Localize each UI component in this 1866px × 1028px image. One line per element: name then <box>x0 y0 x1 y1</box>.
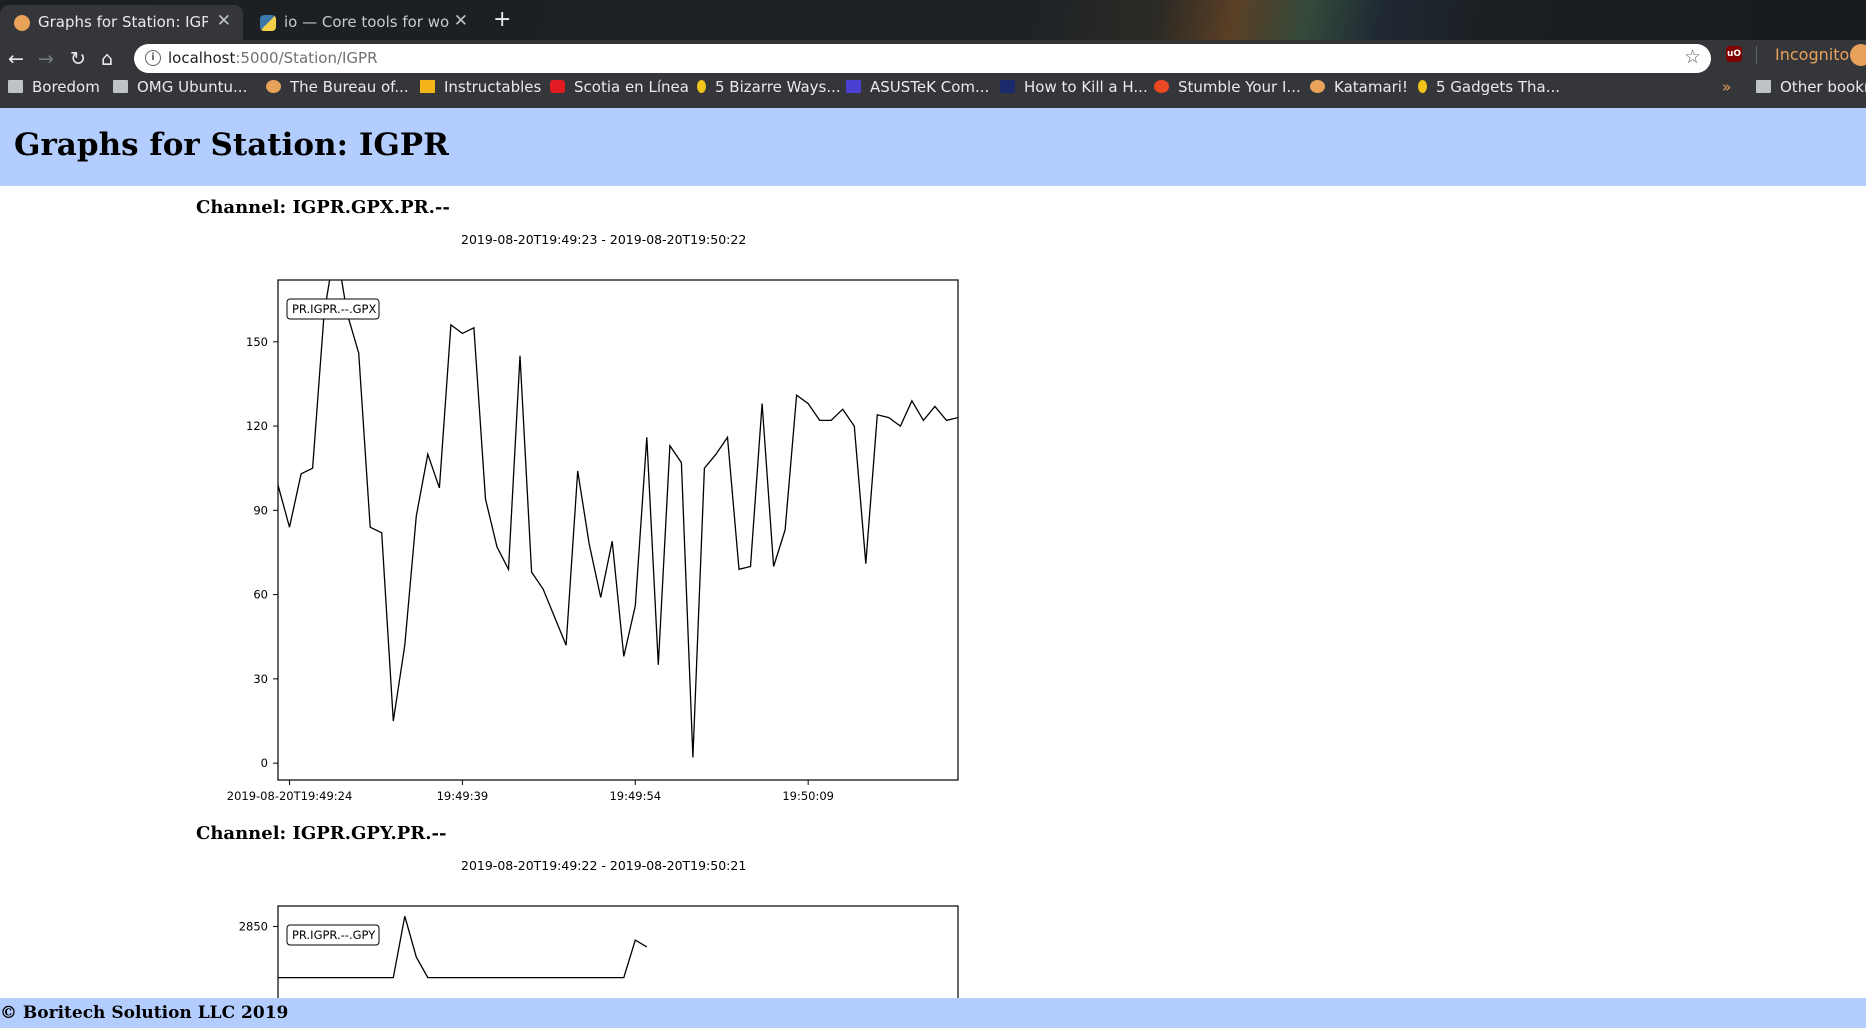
series-group <box>278 916 648 979</box>
page-footer: © Boritech Solution LLC 2019 <box>0 998 1866 1028</box>
cracked-icon <box>697 80 706 93</box>
bookmark-bureau[interactable]: The Bureau of... <box>266 78 409 96</box>
folder-icon <box>8 80 23 93</box>
channel-time-range: 2019-08-20T19:49:22 - 2019-08-20T19:50:2… <box>461 858 747 873</box>
reload-icon[interactable]: ↻ <box>70 48 86 70</box>
url-text[interactable]: localhost:5000/Station/IGPR <box>168 49 378 67</box>
series-line <box>278 916 648 979</box>
bookmark-stumble[interactable]: Stumble Your I... <box>1154 78 1301 96</box>
seismogram-plot-gpx: 0 30 60 90 120 150 2019-08-20T19:49:24 19:49:39… <box>227 279 959 803</box>
legend-box <box>286 924 380 946</box>
close-icon[interactable]: ✕ <box>216 11 231 31</box>
bookmark-instructables[interactable]: Instructables <box>420 78 541 96</box>
robot-icon <box>420 80 435 93</box>
y-tick-label: 30 <box>253 672 268 686</box>
channel-heading: Channel: IGPR.GPX.PR.-- <box>196 197 450 218</box>
y-tick-label: 0 <box>261 756 268 770</box>
copyright-text: © Boritech Solution LLC 2019 <box>0 1003 289 1023</box>
channel-time-range: 2019-08-20T19:49:23 - 2019-08-20T19:50:2… <box>461 232 747 247</box>
back-icon[interactable]: ← <box>8 48 24 70</box>
x-tick-label: 19:50:09 <box>782 789 834 803</box>
page-title: Graphs for Station: IGPR <box>14 127 449 163</box>
legend-box <box>286 298 380 320</box>
y-tick-label: 60 <box>253 588 268 602</box>
ublock-extension-icon[interactable]: uO <box>1726 46 1742 62</box>
bookmark-star-icon[interactable]: ☆ <box>1683 46 1701 68</box>
stumbleupon-icon <box>1154 80 1169 93</box>
bookmarks-bar: Boredom OMG Ubuntu... The Bureau of... I… <box>0 73 1866 104</box>
y-tick-label: 150 <box>246 335 268 349</box>
home-icon[interactable]: ⌂ <box>101 48 114 70</box>
bookmark-gadgets[interactable]: 5 Gadgets Tha... <box>1418 78 1560 96</box>
bookmark-boredom[interactable]: Boredom <box>8 78 100 96</box>
tab-io-core-tools[interactable]: io — Core tools for workin ✕ <box>246 5 480 40</box>
x-tick-label: 2019-08-20T19:49:24 <box>227 789 353 803</box>
legend-label: PR.IGPR.--.GPY <box>292 928 376 942</box>
new-tab-icon[interactable]: + <box>493 7 512 32</box>
bookmark-how-to-kill[interactable]: How to Kill a H... <box>1000 78 1148 96</box>
bookmark-omg-ubuntu[interactable]: OMG Ubuntu... <box>113 78 247 96</box>
incognito-label[interactable]: Incognito <box>1775 45 1850 64</box>
plot-frame <box>277 279 959 781</box>
globe-icon <box>1310 80 1325 93</box>
seismogram-plot-gpy: 2850 PR.IGPR.--.GPY <box>239 905 959 998</box>
scotia-icon <box>550 80 565 93</box>
series-group <box>278 280 958 758</box>
page-header: Graphs for Station: IGPR <box>0 108 1866 186</box>
folder-icon <box>1756 80 1771 93</box>
browser-tab-strip: Graphs for Station: IGPR ✕ io — Core too… <box>0 0 1866 40</box>
legend-label: PR.IGPR.--.GPX <box>292 302 376 316</box>
y-tick-label: 120 <box>246 419 268 433</box>
globe-icon <box>14 15 30 31</box>
plot-frame <box>277 905 959 998</box>
close-icon[interactable]: ✕ <box>453 11 468 31</box>
forward-icon[interactable]: → <box>38 48 54 70</box>
x-tick-label: 19:49:54 <box>609 789 661 803</box>
asus-icon <box>846 80 861 93</box>
incognito-icon[interactable] <box>1850 44 1866 66</box>
folder-icon <box>113 80 128 93</box>
globe-icon <box>266 80 281 93</box>
info-icon[interactable]: i <box>145 50 161 66</box>
series-line <box>278 280 958 758</box>
toolbar-divider <box>1756 46 1757 64</box>
y-tick-label: 90 <box>253 503 268 517</box>
browser-toolbar: ← → ↻ ⌂ i localhost:5000/Station/IGPR ☆ <box>0 40 1866 108</box>
bookmark-asus[interactable]: ASUSTeK Com... <box>846 78 989 96</box>
tab-title: io — Core tools for workin <box>284 13 449 31</box>
cracked-icon <box>1418 80 1427 93</box>
bookmark-scotia[interactable]: Scotia en Línea <box>550 78 689 96</box>
y-tick-label: 2850 <box>239 919 268 933</box>
bookmark-bizarre-ways[interactable]: 5 Bizarre Ways... <box>697 78 841 96</box>
bookmark-katamari[interactable]: Katamari! <box>1310 78 1408 96</box>
tab-graphs-for-station[interactable]: Graphs for Station: IGPR ✕ <box>0 5 243 40</box>
address-bar[interactable]: i localhost:5000/Station/IGPR ☆ <box>134 44 1711 73</box>
channel-heading: Channel: IGPR.GPY.PR.-- <box>196 823 447 844</box>
x-tick-label: 19:49:39 <box>437 789 489 803</box>
more-bookmarks-chevron-icon[interactable]: » <box>1722 78 1732 96</box>
python-icon <box>260 15 276 31</box>
dh-icon <box>1000 80 1015 93</box>
bookmark-other-bookmarks[interactable]: Other bookm <box>1756 78 1866 96</box>
tab-title: Graphs for Station: IGPR <box>38 13 208 31</box>
